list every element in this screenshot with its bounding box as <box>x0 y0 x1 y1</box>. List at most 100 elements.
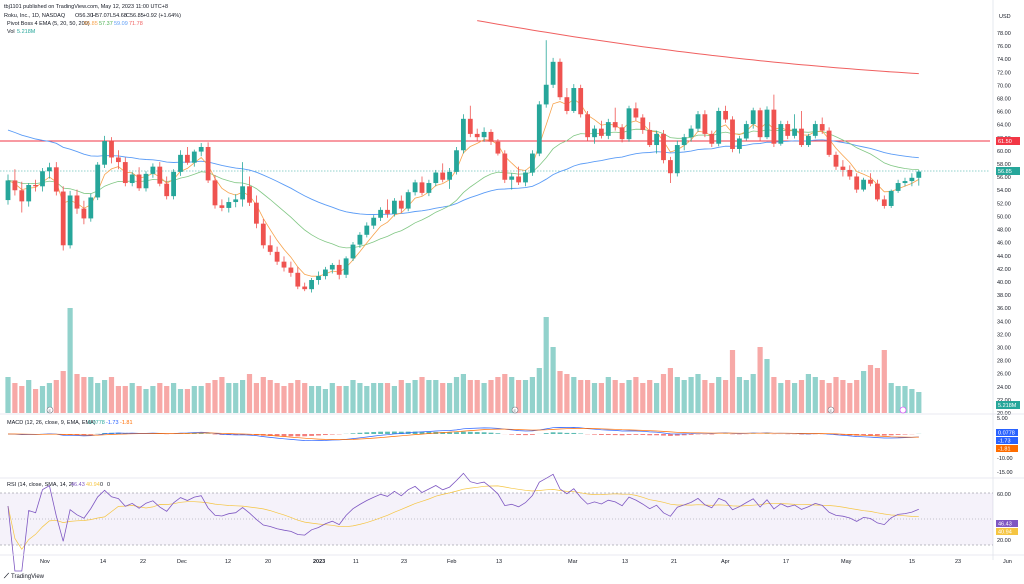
volume-bar <box>447 383 453 413</box>
candle-body <box>702 114 708 134</box>
candle-body <box>350 244 356 259</box>
candle-body <box>578 88 584 115</box>
volume-bar <box>102 380 108 413</box>
volume-bar <box>736 377 742 413</box>
earnings-marker[interactable]: E <box>46 406 54 414</box>
price-tick: 74.00 <box>997 57 1011 63</box>
vol-label: Vol <box>7 29 15 35</box>
volume-bar <box>343 386 349 413</box>
candle-body <box>619 127 625 140</box>
candle-body <box>426 183 432 193</box>
price-axis[interactable]: 78.00 76.00 74.00 72.00 70.00 68.00 66.00 64.00… <box>997 31 1011 417</box>
rsi-tick: 60.00 <box>997 492 1011 498</box>
volume-bar <box>281 386 287 413</box>
macd-hist-bar <box>412 431 418 434</box>
price-tick: 50.00 <box>997 214 1011 220</box>
candle-body <box>688 128 694 138</box>
pivot-ema50: 59.09 <box>114 21 128 27</box>
candle-body <box>164 183 170 197</box>
resistance-badge: 61.50 <box>996 137 1020 145</box>
macd-hist-bar <box>240 434 245 435</box>
candle-body <box>143 173 149 189</box>
rsi-ma-line <box>7 485 919 550</box>
volume-bar <box>571 377 577 413</box>
candle-body <box>47 167 52 172</box>
macd-hist-bar <box>461 431 466 434</box>
candle-body <box>74 195 80 209</box>
candle-body <box>309 280 314 290</box>
time-tick: 23 <box>401 559 407 565</box>
svg-text:0.0778: 0.0778 <box>998 431 1015 437</box>
volume-bar <box>605 377 611 413</box>
macd-hist-bar <box>329 434 335 435</box>
macd-hist-bar <box>116 432 121 434</box>
currency-label: USD <box>999 14 1011 20</box>
rsi-extra-2: 0 <box>107 482 110 488</box>
time-axis[interactable]: Nov 14 22 Dec 12 20 2023 11 23 Feb 13 Mar 13 21 Apr 17 M… <box>40 559 1012 565</box>
svg-text:E: E <box>514 408 517 413</box>
tradingview-logo: ⟋ TradingView <box>3 572 45 580</box>
svg-text:46.43: 46.43 <box>998 522 1012 528</box>
volume-bar <box>640 383 646 413</box>
candle-body <box>419 182 425 193</box>
macd-hist-bar <box>647 434 653 436</box>
ohlc-close: C56.85 <box>126 13 144 19</box>
volume-bar <box>12 383 18 413</box>
candle-body <box>737 138 742 149</box>
macd-hist-bar <box>474 432 480 434</box>
candle-body <box>254 202 259 224</box>
volume-bar <box>833 377 839 413</box>
candle-body <box>343 258 349 275</box>
candle-body <box>129 174 135 184</box>
candle-body <box>323 269 328 277</box>
macd-signal-value: -1.81 <box>120 420 133 426</box>
volume-bar <box>785 380 791 413</box>
macd-hist-bar <box>274 434 280 437</box>
volume-bar <box>288 383 294 413</box>
earnings-marker[interactable]: E <box>827 406 835 414</box>
candle-body <box>785 124 791 136</box>
macd-tick: -10.00 <box>997 456 1013 462</box>
earnings-marker[interactable]: E <box>511 406 519 414</box>
macd-hist-bar <box>888 434 894 436</box>
macd-hist-bar <box>426 431 432 434</box>
candle-body <box>723 110 728 120</box>
macd-hist-bar <box>902 434 908 435</box>
candle-body <box>109 141 114 158</box>
volume-bar <box>626 380 632 413</box>
price-tick: 22.00 <box>997 398 1011 404</box>
candle-body <box>171 171 176 197</box>
macd-hist-bar <box>316 434 321 436</box>
price-tick: 26.00 <box>997 372 1011 378</box>
volume-bar <box>205 383 211 413</box>
volume-bar <box>805 374 811 413</box>
candle-body <box>191 151 197 163</box>
volume-bar <box>467 380 473 413</box>
candle-body <box>378 209 383 218</box>
candle-body <box>12 180 18 191</box>
time-tick: 15 <box>909 559 915 565</box>
candle-body <box>585 114 590 138</box>
macd-hist-bar <box>612 434 618 436</box>
candle-body <box>19 190 25 202</box>
volume-bar <box>157 383 163 413</box>
volume-bar <box>474 380 480 413</box>
candle-body <box>806 135 811 146</box>
price-tick: 60.00 <box>997 149 1011 155</box>
macd-hist-bar <box>571 432 577 434</box>
candle-body <box>530 153 535 173</box>
volume-bar <box>53 380 59 413</box>
price-tick: 66.00 <box>997 110 1011 116</box>
candle-body <box>102 141 107 165</box>
svg-text:E: E <box>49 408 52 413</box>
volume-bar <box>322 389 328 413</box>
volume-bar <box>874 368 880 413</box>
price-tick: 72.00 <box>997 70 1011 76</box>
volume-bar <box>509 377 515 413</box>
svg-text:-1.81: -1.81 <box>998 447 1011 453</box>
candle-body <box>661 133 666 161</box>
ohlc-change: +0.92 (+1.64%) <box>143 13 181 19</box>
candle-body <box>178 154 183 172</box>
dividend-marker[interactable] <box>899 406 907 414</box>
